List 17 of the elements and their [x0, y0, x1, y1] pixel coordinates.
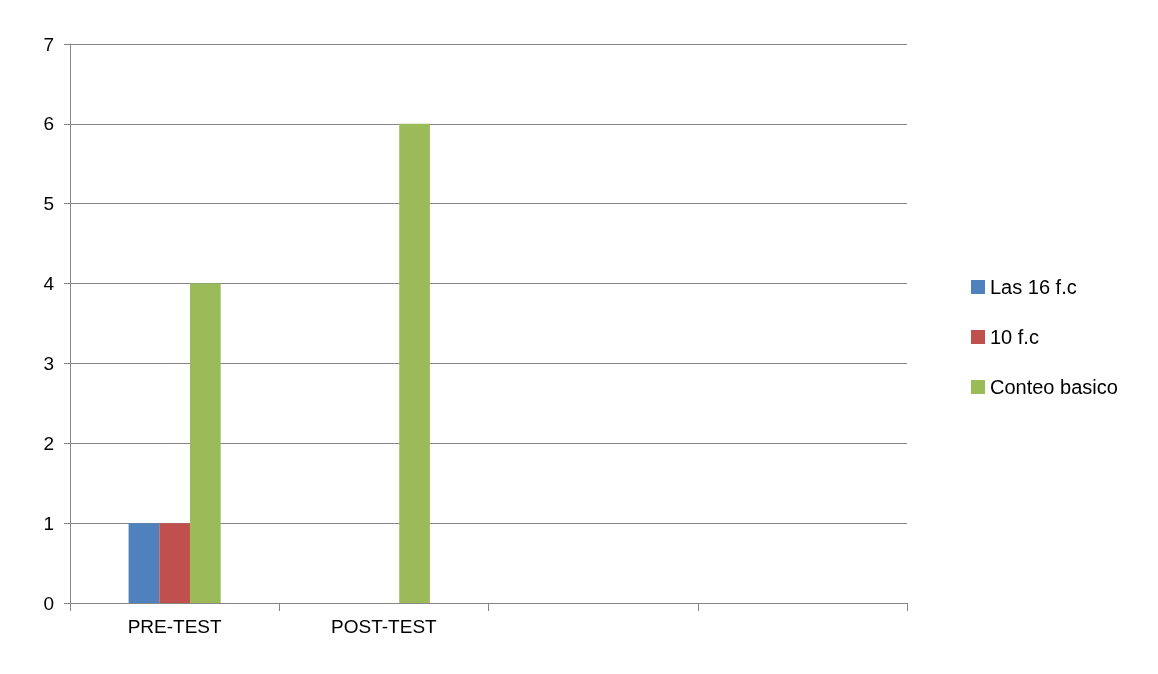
- x-tick-label: PRE-TEST: [127, 616, 222, 637]
- y-tick-label: 6: [43, 113, 54, 135]
- legend-label: 10 f.c: [990, 326, 1039, 348]
- legend-label: Las 16 f.c: [990, 276, 1077, 298]
- y-tick-label: 2: [43, 432, 54, 454]
- y-tick-label: 7: [43, 33, 54, 55]
- bar: [128, 523, 160, 603]
- y-tick-label: 3: [43, 352, 54, 374]
- legend-label: Conteo basico: [990, 376, 1118, 398]
- bar: [159, 523, 190, 603]
- y-tick-label: 5: [43, 193, 54, 215]
- bar: [399, 123, 430, 603]
- y-tick-label: 0: [43, 592, 54, 614]
- y-tick-label: 1: [43, 512, 54, 534]
- y-tick-label: 4: [43, 273, 55, 295]
- bar: [189, 283, 221, 603]
- x-tick-label: POST-TEST: [331, 616, 438, 637]
